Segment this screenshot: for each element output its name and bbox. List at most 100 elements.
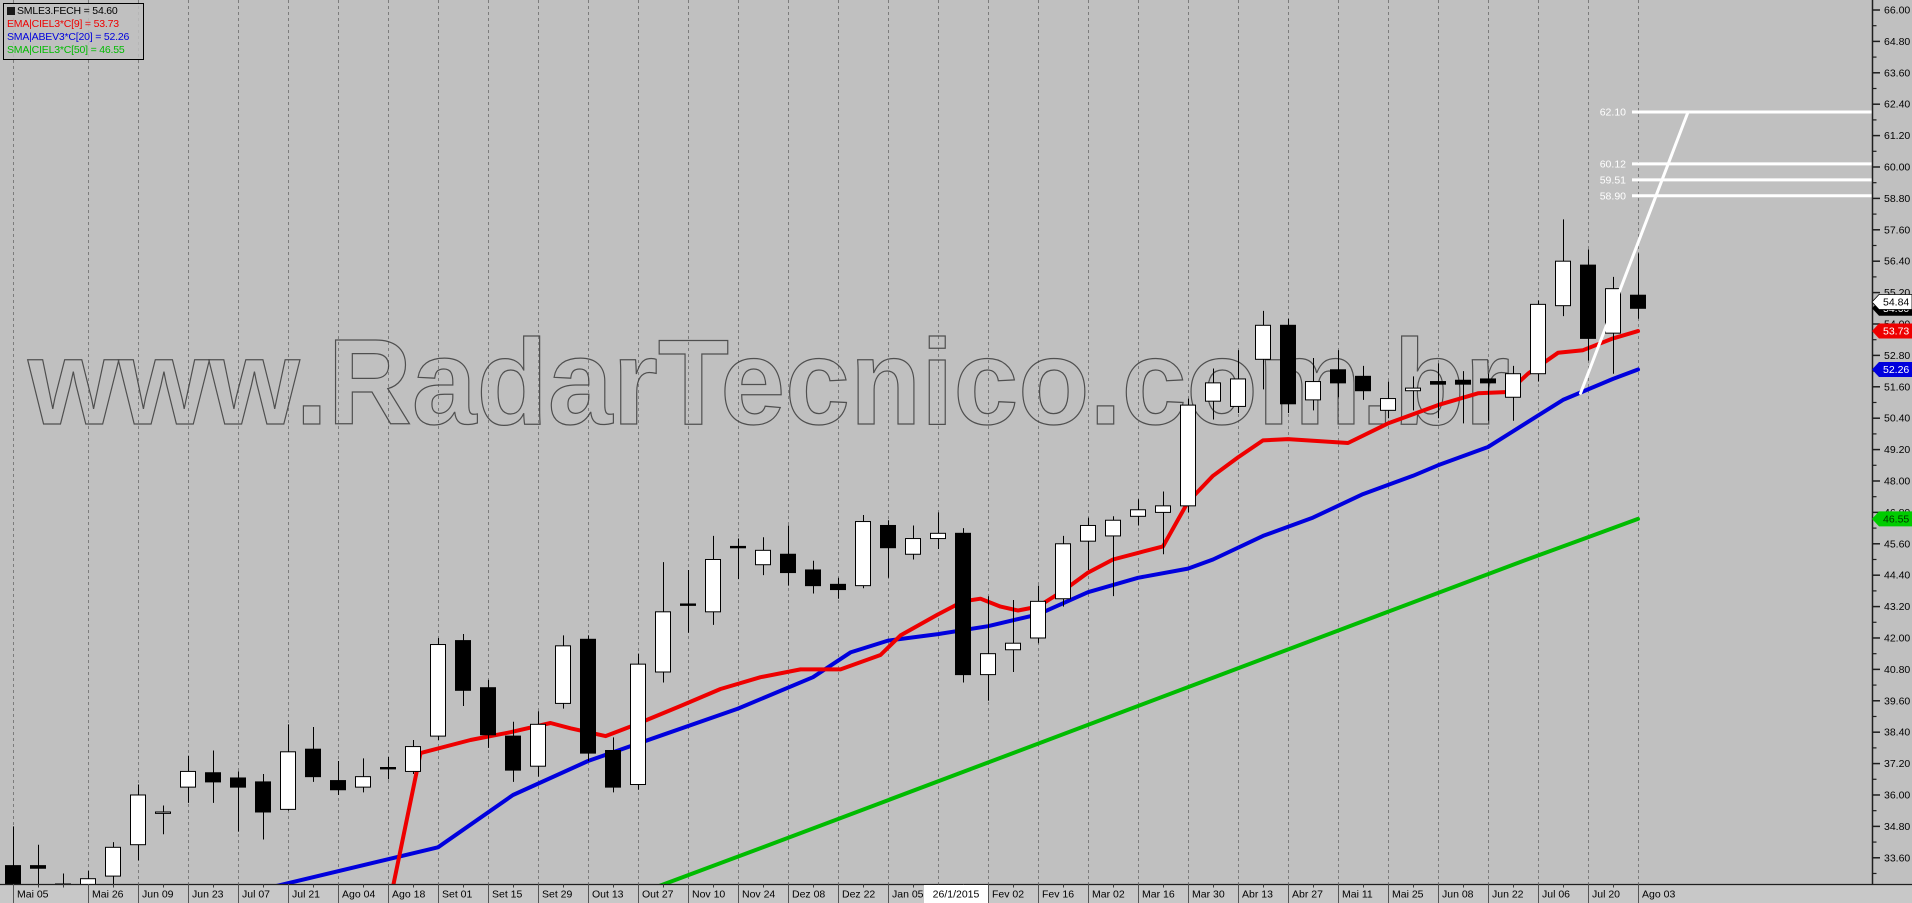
candle[interactable]: [230, 771, 246, 832]
ma-line-sma20: [276, 367, 1640, 884]
candle-body-down: [680, 603, 696, 606]
candle[interactable]: [280, 724, 296, 811]
candle-body-down: [1580, 264, 1596, 339]
candle[interactable]: [830, 577, 846, 599]
candle[interactable]: [630, 653, 646, 790]
candle[interactable]: [555, 635, 571, 709]
candle[interactable]: [1630, 253, 1646, 319]
candle[interactable]: [1105, 516, 1121, 597]
candle[interactable]: [730, 538, 746, 580]
candle-body-down: [1430, 381, 1446, 385]
candle[interactable]: [1080, 517, 1096, 570]
price-tag: 53.73: [1872, 323, 1912, 339]
candle[interactable]: [155, 805, 171, 835]
price-axis-label: 56.40: [1884, 256, 1910, 268]
candle[interactable]: [1480, 373, 1496, 421]
price-axis-label: 42.00: [1884, 632, 1910, 644]
date-label: Abr 27: [1292, 889, 1323, 901]
candle[interactable]: [1355, 365, 1371, 400]
candle[interactable]: [980, 596, 996, 701]
candle[interactable]: [680, 569, 696, 633]
candle[interactable]: [105, 842, 121, 889]
candle[interactable]: [855, 515, 871, 589]
candle[interactable]: [1555, 219, 1571, 317]
candle[interactable]: [530, 711, 546, 777]
candle[interactable]: [705, 535, 721, 625]
candle[interactable]: [455, 634, 471, 707]
candle[interactable]: [305, 726, 321, 782]
candle[interactable]: [80, 870, 96, 895]
candle[interactable]: [805, 560, 821, 594]
candle[interactable]: [255, 774, 271, 840]
candle[interactable]: [1305, 358, 1321, 411]
candle-body-up: [655, 611, 671, 673]
candle[interactable]: [655, 562, 671, 683]
date-label: Jun 23: [192, 889, 224, 901]
candle[interactable]: [1430, 363, 1446, 419]
candle[interactable]: [355, 758, 371, 793]
price-axis-label: 40.80: [1884, 664, 1910, 676]
date-label: Set 15: [492, 889, 523, 901]
price-tag: 46.55: [1872, 511, 1912, 527]
candle[interactable]: [5, 826, 21, 897]
candle[interactable]: [1530, 300, 1546, 382]
candle[interactable]: [130, 784, 146, 861]
candle[interactable]: [1180, 398, 1196, 513]
candle[interactable]: [380, 757, 396, 780]
candle[interactable]: [955, 528, 971, 683]
candle[interactable]: [205, 750, 221, 803]
candle-body-up: [1005, 642, 1021, 651]
candle-body-down: [480, 687, 496, 736]
date-label: Mai 11: [1342, 889, 1373, 901]
candle[interactable]: [180, 755, 196, 803]
candle[interactable]: [1055, 535, 1071, 607]
candle[interactable]: [405, 740, 421, 775]
candle-body-down: [30, 865, 46, 869]
candle[interactable]: [1280, 318, 1296, 413]
date-label: Mar 16: [1142, 889, 1175, 901]
date-label: Jan 05: [892, 889, 924, 901]
candle[interactable]: [755, 537, 771, 576]
price-axis-label: 36.00: [1884, 789, 1910, 801]
candle-body-up: [1030, 600, 1046, 639]
candle[interactable]: [1505, 365, 1521, 421]
candle-body-up: [755, 549, 771, 566]
candle[interactable]: [1330, 350, 1346, 398]
candle[interactable]: [780, 525, 796, 586]
candle-body-up: [355, 776, 371, 788]
candle-body-up: [280, 751, 296, 810]
candle-body-up: [530, 723, 546, 767]
price-axis-label: 48.00: [1884, 475, 1910, 487]
candle[interactable]: [880, 520, 896, 578]
candle[interactable]: [1230, 350, 1246, 413]
price-axis-label: 38.40: [1884, 727, 1910, 739]
candle[interactable]: [580, 635, 596, 761]
candle[interactable]: [1005, 600, 1021, 672]
trendline[interactable]: [1579, 110, 1690, 395]
candle[interactable]: [930, 512, 946, 550]
candle[interactable]: [1255, 310, 1271, 390]
candle[interactable]: [505, 721, 521, 782]
candle[interactable]: [480, 679, 496, 748]
candle[interactable]: [1580, 249, 1596, 361]
candle[interactable]: [1405, 376, 1421, 411]
candle-body-up: [705, 558, 721, 613]
candle-body-down: [330, 780, 346, 791]
plot-area[interactable]: www.RadarTecnico.com.br: [5, 0, 1646, 897]
candle[interactable]: [330, 760, 346, 795]
candle[interactable]: [1455, 371, 1471, 424]
candle[interactable]: [30, 844, 46, 889]
candle[interactable]: [605, 737, 621, 793]
candle-body-down: [580, 638, 596, 754]
candle-body-down: [1630, 294, 1646, 309]
candle[interactable]: [1030, 585, 1046, 644]
candle[interactable]: [1130, 499, 1146, 526]
candle[interactable]: [430, 637, 446, 741]
candle[interactable]: [905, 525, 921, 560]
candle[interactable]: [1380, 381, 1396, 419]
candle[interactable]: [1155, 491, 1171, 555]
candle[interactable]: [1205, 368, 1221, 420]
legend-close-label: SMLE3.FECH = 54.60: [17, 5, 118, 17]
candle-body-down: [955, 532, 971, 676]
